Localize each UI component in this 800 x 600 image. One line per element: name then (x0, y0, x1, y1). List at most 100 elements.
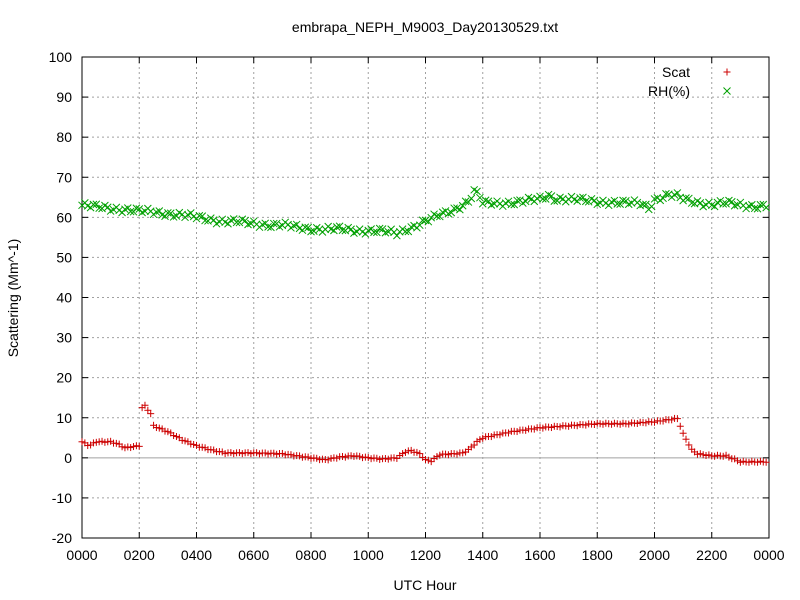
scat-point (376, 455, 384, 463)
scat-point (725, 453, 733, 461)
x-tick-label: 1600 (524, 547, 555, 563)
y-tick-label: 70 (56, 169, 72, 185)
scat-point (324, 456, 332, 464)
rh-point (624, 200, 633, 209)
rh-point (581, 197, 590, 206)
scat-point (496, 431, 504, 439)
scat-point (705, 451, 713, 459)
y-axis-label: Scattering (Mm^-1) (5, 239, 21, 358)
rh-point (650, 195, 659, 203)
series-0 (78, 401, 770, 466)
rh-point (438, 208, 447, 217)
legend: Scat RH(%) (648, 64, 731, 99)
scat-point (619, 419, 627, 427)
rh-point (467, 194, 476, 203)
scat-point (582, 421, 590, 429)
y-tick-label: 60 (56, 209, 72, 225)
scat-point (633, 419, 641, 427)
rh-point (550, 197, 559, 206)
scat-point (422, 455, 429, 463)
scat-point (565, 422, 573, 430)
rh-point (401, 227, 410, 236)
scat-point (92, 438, 100, 446)
scat-point (147, 410, 155, 418)
rh-point (473, 187, 481, 196)
scat-point (616, 420, 624, 428)
scat-point (193, 441, 200, 449)
scat-point (442, 450, 450, 458)
y-tick-label: 40 (56, 290, 72, 306)
scat-point (333, 454, 341, 462)
x-tick-label: 1000 (353, 547, 384, 563)
rh-point (301, 223, 310, 232)
scat-point (679, 429, 687, 437)
legend-marker-rh (723, 87, 731, 95)
y-tick-label: 10 (56, 410, 72, 426)
rh-point (476, 193, 484, 202)
rh-point (209, 216, 218, 224)
rh-point (95, 204, 104, 213)
y-tick-label: 30 (56, 330, 72, 346)
scat-point (401, 448, 409, 456)
x-tick-label: 2200 (696, 547, 727, 563)
rh-point (447, 208, 456, 217)
scat-point (278, 449, 286, 457)
scat-point (384, 455, 392, 463)
y-tick-label: 90 (56, 89, 72, 105)
rh-point (461, 197, 470, 206)
y-tick-label: -20 (52, 530, 72, 546)
rh-point (745, 202, 753, 210)
scat-point (613, 420, 621, 428)
scat-point (155, 424, 163, 432)
scat-point (530, 425, 538, 433)
rh-point (92, 200, 101, 209)
rh-point (393, 231, 401, 240)
scat-point (230, 450, 238, 458)
rh-point (687, 199, 696, 207)
rh-point (513, 196, 521, 205)
scat-point (459, 449, 467, 457)
rh-point (415, 221, 424, 230)
scat-point (539, 424, 547, 432)
scat-point (84, 442, 92, 450)
scat-point (341, 453, 349, 461)
x-tick-label: 0600 (238, 547, 269, 563)
x-tick-label: 0000 (66, 547, 97, 563)
rh-point (267, 223, 275, 232)
rh-point (756, 200, 765, 209)
scat-point (127, 444, 135, 452)
x-tick-label: 1200 (410, 547, 441, 563)
scat-point (608, 420, 616, 428)
scat-point (673, 415, 681, 423)
x-axis-label: UTC Hour (393, 577, 456, 593)
rh-point (458, 201, 467, 210)
rh-point (224, 219, 232, 228)
scat-point (756, 457, 764, 465)
rh-point (590, 196, 599, 205)
rh-point (662, 189, 670, 198)
scat-point (313, 454, 321, 462)
rh-point (169, 213, 178, 221)
scat-point (610, 419, 618, 427)
rh-point (307, 227, 315, 236)
rh-point (619, 196, 627, 205)
scat-point (436, 451, 444, 459)
rh-point (647, 202, 656, 211)
rh-point (378, 225, 387, 233)
scat-point (696, 450, 704, 458)
x-tick-label: 1400 (467, 547, 498, 563)
rh-point (304, 223, 312, 232)
scat-point (625, 420, 633, 428)
scat-point (762, 458, 770, 466)
x-tick-label: 0800 (295, 547, 326, 563)
scat-point (450, 450, 458, 458)
rh-point (126, 207, 135, 216)
rh-point (418, 216, 427, 225)
scat-point (556, 423, 564, 431)
scat-point (676, 422, 684, 430)
scat-point (444, 451, 452, 459)
legend-label-rh: RH(%) (648, 83, 690, 99)
rh-point (201, 216, 209, 225)
scat-point (522, 426, 530, 434)
